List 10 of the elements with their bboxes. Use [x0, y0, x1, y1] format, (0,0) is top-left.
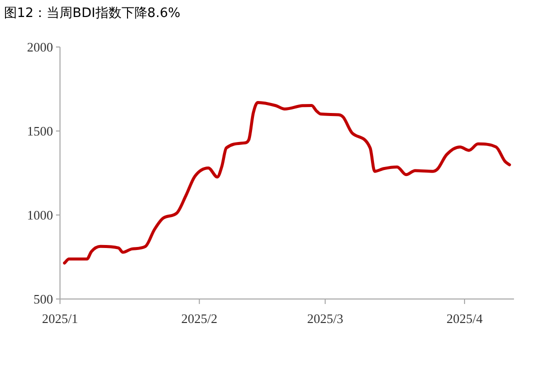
- y-tick-label: 500: [34, 292, 53, 306]
- chart-title: 图12：当周BDI指数下降8.6%: [4, 6, 180, 21]
- x-tick-label: 2025/2: [181, 311, 218, 326]
- x-tick-label: 2025/1: [42, 311, 78, 326]
- line-series: [62, 100, 512, 265]
- y-tick-label: 1000: [27, 208, 53, 222]
- y-tick-label: 1500: [27, 124, 53, 138]
- x-tick-label: 2025/3: [307, 311, 344, 326]
- x-tick-label: 2025/4: [446, 311, 484, 326]
- y-tick-label: 2000: [27, 40, 53, 54]
